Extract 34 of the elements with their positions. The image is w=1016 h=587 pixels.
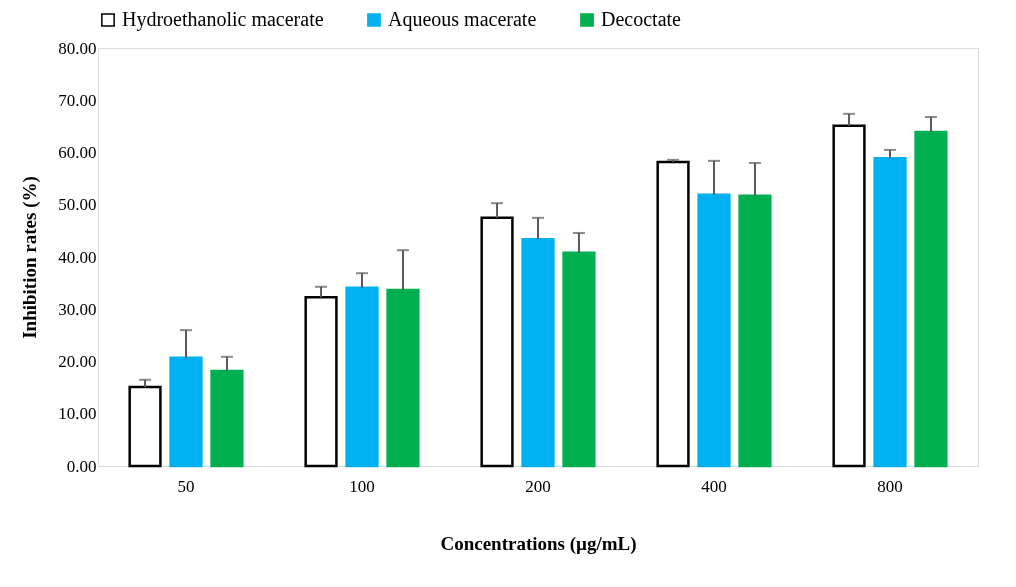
- y-tick-label: 20.00: [58, 352, 97, 371]
- y-tick-label: 70.00: [58, 90, 97, 110]
- legend-label: Decoctate: [601, 8, 682, 30]
- bar: [697, 193, 731, 468]
- bar: [210, 369, 244, 468]
- legend-label: Aqueous macerate: [388, 8, 537, 31]
- bar: [738, 194, 772, 468]
- bar: [656, 160, 690, 468]
- y-tick-label: 10.00: [58, 404, 97, 424]
- y-tick-label: 50.00: [58, 195, 97, 215]
- x-tick-label: 100: [349, 476, 375, 496]
- bar: [480, 216, 514, 468]
- bar: [169, 356, 203, 468]
- y-tick-label: 0.00: [66, 456, 97, 476]
- bar: [521, 237, 555, 468]
- x-tick-label: 800: [877, 476, 903, 496]
- bar: [873, 157, 907, 468]
- x-tick-label: 400: [701, 476, 727, 496]
- bar: [562, 251, 596, 468]
- bar: [914, 130, 948, 468]
- x-axis-title: Concentrations (µg/mL): [440, 532, 637, 555]
- y-tick-label: 30.00: [58, 299, 97, 319]
- bar: [128, 385, 162, 468]
- bar: [345, 286, 379, 468]
- x-tick-label: 50: [177, 476, 195, 496]
- x-tick-label: 200: [525, 476, 551, 496]
- legend-label: Hydroethanolic macerate: [122, 8, 324, 31]
- y-tick-label: 40.00: [58, 247, 97, 267]
- y-axis-title: Inhibition rates (%): [19, 176, 42, 339]
- bar: [304, 295, 338, 468]
- y-tick-label: 60.00: [58, 143, 97, 162]
- y-tick-label: 80.00: [58, 38, 97, 58]
- bar: [386, 288, 420, 468]
- bar: [832, 124, 866, 468]
